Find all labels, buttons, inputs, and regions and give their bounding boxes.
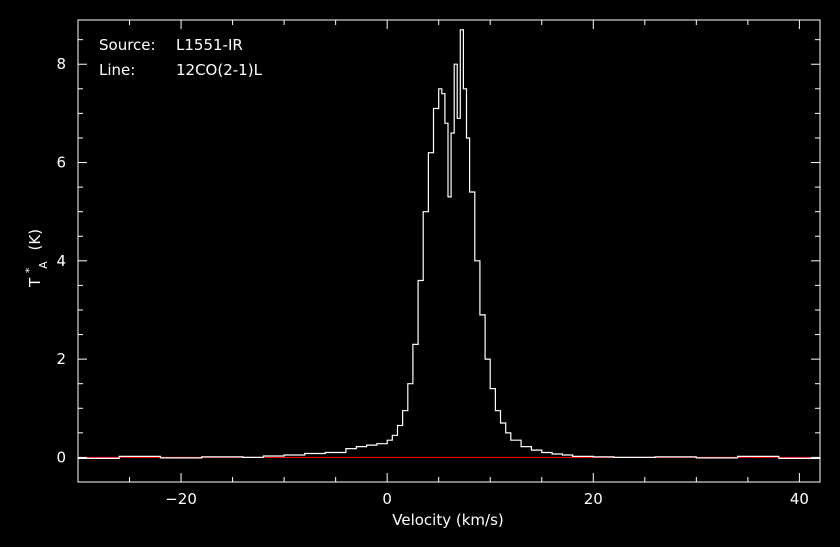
line-label: Line: (99, 61, 135, 79)
x-axis-label: Velocity (km/s) (392, 511, 503, 529)
plot-frame (77, 19, 821, 483)
y-axis-label-super: * (23, 267, 36, 273)
x-tick-label: 20 (584, 490, 603, 508)
y-axis-label: T * A (K) (19, 229, 51, 288)
svg-text:T * A (K): T * A (K) (19, 229, 51, 288)
y-tick-label: 4 (56, 252, 66, 270)
y-axis-label-sub: A (37, 261, 50, 269)
y-tick-label: 6 (56, 154, 66, 172)
y-tick-label: 2 (56, 350, 66, 368)
x-tick-label: 0 (382, 490, 392, 508)
y-axis-label-unit: (K) (26, 229, 44, 251)
y-tick-label: 8 (56, 55, 66, 73)
source-value: L1551-IR (176, 36, 243, 54)
line-value: 12CO(2-1)L (176, 61, 263, 79)
x-tick-label: −20 (165, 490, 197, 508)
spectrum-line (78, 29, 821, 459)
y-axis-ticks: 0 2 4 6 8 (56, 39, 820, 466)
y-axis-label-main: T (26, 277, 44, 288)
y-tick-label: 0 (56, 448, 66, 466)
x-tick-label: 40 (790, 490, 809, 508)
source-label: Source: (99, 36, 156, 54)
x-axis-ticks: −20 0 20 40 (77, 20, 809, 508)
